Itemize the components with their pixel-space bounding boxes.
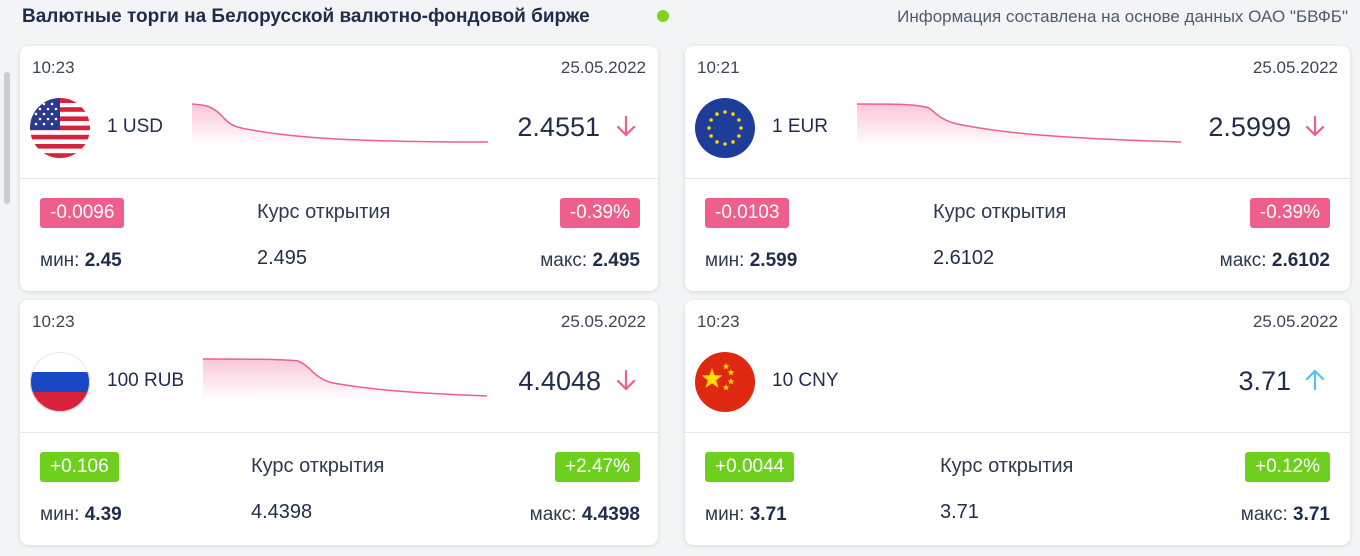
arrow-down-icon [1305,115,1325,137]
russia-flag-icon [30,352,90,412]
currency-card-cny[interactable]: 10:23 25.05.2022 10 CNY 3.71 +0.0044 Кур… [685,300,1350,545]
change-badge: +0.106 [40,452,119,482]
page-title: Валютные торги на Белорусской валютно-фо… [22,6,590,27]
rate-sparkline [192,103,488,146]
currency-card-usd[interactable]: 10:23 25.05.2022 1 USD 2.4551 [20,46,658,291]
card-divider [685,432,1350,433]
card-divider [685,178,1350,179]
currency-name: 100 RUB [107,370,185,391]
max-value: 2.6102 [1271,250,1330,271]
open-rate: 3.71 [940,501,979,523]
exchange-rate: 4.4048 [518,366,601,396]
card-time: 10:23 [32,312,75,331]
max-label: макс: [540,250,588,271]
open-label: Курс открытия [933,201,1067,223]
card-date: 25.05.2022 [1252,58,1338,77]
arrow-down-icon [616,369,636,391]
card-divider [20,432,658,433]
card-date: 25.05.2022 [560,58,646,77]
card-date: 25.05.2022 [1252,312,1338,331]
change-percent-badge: +0.12% [1245,452,1330,482]
currency-name: 1 EUR [772,116,828,137]
max-rate: макс: 2.495 [540,250,640,272]
currency-name: 1 USD [107,116,163,137]
open-rate: 4.4398 [251,501,313,523]
card-divider [20,178,658,179]
open-label: Курс открытия [257,201,391,223]
card-time: 10:21 [697,58,740,77]
min-rate: мин: 4.39 [40,504,122,526]
max-label: макс: [1219,250,1267,271]
max-label: макс: [529,504,577,525]
open-rate: 2.6102 [933,247,995,269]
scrollbar-thumb[interactable] [4,72,10,204]
arrow-up-icon [1305,369,1325,391]
min-value: 2.45 [84,250,122,271]
page-header: Валютные торги на Белорусской валютно-фо… [0,0,1360,36]
currency-card-rub[interactable]: 10:23 25.05.2022 100 RUB 4.4048 +0.106 К… [20,300,658,545]
max-rate: макс: 2.6102 [1220,250,1330,272]
max-value: 2.495 [592,250,640,271]
min-label: мин: [705,504,745,525]
change-badge: -0.0096 [40,198,125,228]
source-info: Информация составлена на основе данных О… [897,7,1348,26]
currency-name: 10 CNY [772,370,839,391]
min-rate: мин: 2.45 [40,250,122,272]
china-flag-icon [695,352,755,412]
live-status-dot [657,10,669,22]
max-label: макс: [1240,504,1288,525]
max-value: 4.4398 [581,504,640,525]
max-rate: макс: 3.71 [1241,504,1330,526]
min-rate: мин: 2.599 [705,250,797,272]
min-value: 3.71 [749,504,787,525]
exchange-rate: 2.5999 [1208,112,1291,142]
rate-sparkline [203,358,487,400]
min-value: 4.39 [84,504,122,525]
min-value: 2.599 [749,250,798,271]
rate-sparkline [857,103,1181,146]
currency-card-eur[interactable]: 10:21 25.05.2022 1 EUR 2.5999 -0.0103 Ку… [685,46,1350,291]
open-rate: 2.495 [257,247,308,269]
min-label: мин: [40,250,80,271]
card-date: 25.05.2022 [560,312,646,331]
change-badge: -0.0103 [705,198,790,228]
min-rate: мин: 3.71 [705,504,787,526]
exchange-rate: 3.71 [1238,366,1291,396]
change-percent-badge: -0.39% [559,198,640,228]
max-rate: макс: 4.4398 [530,504,640,526]
arrow-down-icon [616,115,636,137]
change-percent-badge: +2.47% [555,452,640,482]
card-time: 10:23 [32,58,75,77]
max-value: 3.71 [1293,504,1330,525]
open-label: Курс открытия [940,455,1074,477]
change-badge: +0.0044 [705,452,795,482]
eu-flag-icon [695,98,755,158]
card-time: 10:23 [697,312,740,331]
min-label: мин: [40,504,80,525]
min-label: мин: [705,250,745,271]
exchange-rate: 2.4551 [517,112,600,142]
usa-flag-icon [30,98,90,158]
change-percent-badge: -0.39% [1249,198,1330,228]
open-label: Курс открытия [251,455,385,477]
